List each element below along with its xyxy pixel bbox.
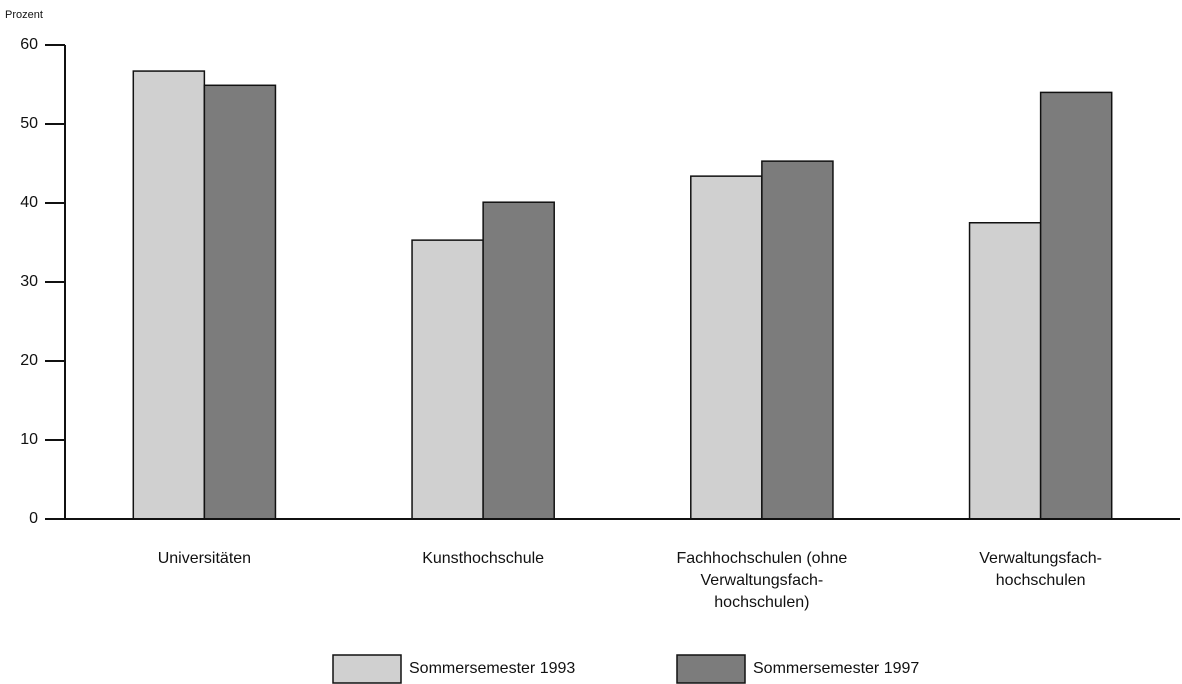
x-tick-label: Universitäten [157,550,252,567]
bar [690,175,763,520]
y-tick-label: 50 [20,115,38,132]
y-tick-label: 30 [20,273,38,290]
y-tick-label: 10 [20,431,38,448]
y-tick-label: 20 [20,352,38,369]
legend-label: Sommersemester 1997 [753,660,919,677]
x-tick-label: Kunsthochschule [422,550,545,567]
bar [203,84,277,520]
y-tick-label: 60 [20,36,38,53]
y-axis-label: Prozent [5,9,43,21]
bar [482,201,555,520]
y-tick-label: 0 [29,510,38,527]
legend-swatch [332,654,402,684]
x-tick-label: Verwaltungsfach- hochschulen [979,550,1102,589]
bar [411,239,484,520]
y-tick-label: 40 [20,194,38,211]
bar [761,160,834,520]
bar [1039,91,1113,520]
bar [968,222,1042,520]
bar [132,70,206,520]
legend-label: Sommersemester 1993 [409,660,575,677]
x-tick-label: Fachhochschulen (ohne Verwaltungsfach- h… [676,550,848,611]
legend-swatch [676,654,746,684]
